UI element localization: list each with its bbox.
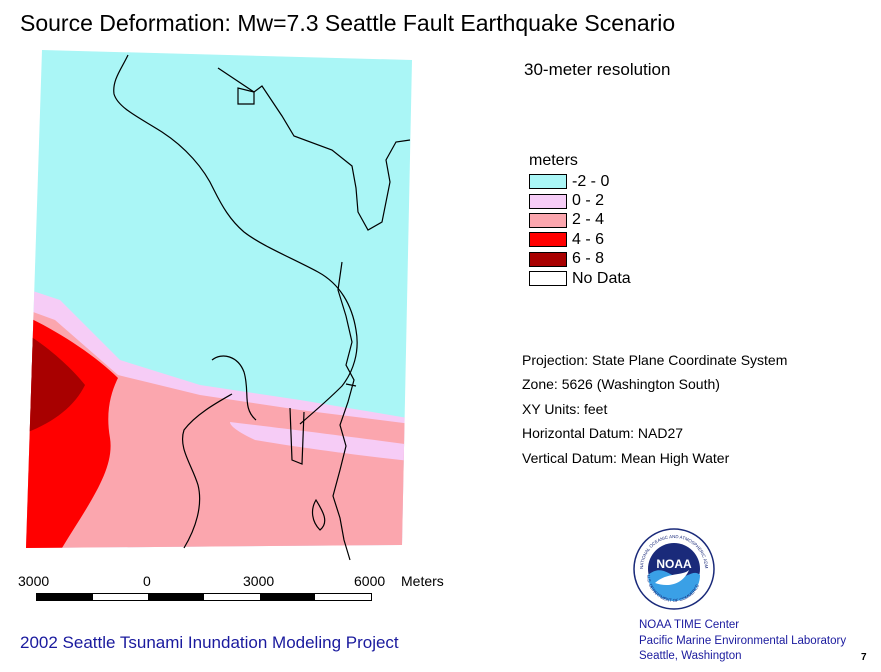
horizontal-datum-line: Horizontal Datum: NAD27 xyxy=(522,425,684,442)
legend-label: 6 - 8 xyxy=(572,250,605,268)
vertical-datum-line: Vertical Datum: Mean High Water xyxy=(522,449,730,466)
page-number: 7 xyxy=(861,652,867,663)
shoreline xyxy=(113,54,411,561)
credit-line-2: Pacific Marine Environmental Laboratory xyxy=(639,634,847,647)
credit-line-1: NOAA TIME Center xyxy=(639,619,740,631)
units-line: XY Units: feet xyxy=(522,400,608,417)
scale-tick-label: 3000 xyxy=(243,573,275,589)
scale-unit: Meters xyxy=(401,573,444,589)
resolution-label: 30-meter resolution xyxy=(524,60,671,79)
legend-label: 2 - 4 xyxy=(572,211,605,229)
project-footer: 2002 Seattle Tsunami Inundation Modeling… xyxy=(20,633,399,652)
legend-label: 0 - 2 xyxy=(572,192,605,210)
legend-swatch xyxy=(529,193,567,209)
scale-bar xyxy=(36,593,372,601)
zone-6-8 xyxy=(26,320,85,440)
legend-swatch xyxy=(529,271,567,287)
projection-line: Projection: State Plane Coordinate Syste… xyxy=(522,352,788,368)
credit-block: NOAA TIME Center Pacific Marine Environm… xyxy=(639,618,846,665)
projection-info: Projection: State Plane Coordinate Syste… xyxy=(522,348,787,470)
legend-label: -2 - 0 xyxy=(572,172,610,190)
legend-label: 4 - 6 xyxy=(572,230,605,248)
legend-swatch xyxy=(529,251,567,267)
legend-item: 0 - 2 xyxy=(529,191,631,210)
legend-swatch xyxy=(529,174,567,190)
scale-tick-label: 6000 xyxy=(354,573,386,589)
zone-0-2-band xyxy=(230,422,412,462)
scale-tick-label: 3000 xyxy=(18,573,50,589)
map-title: Source Deformation: Mw=7.3 Seattle Fault… xyxy=(20,10,676,36)
legend-item: -2 - 0 xyxy=(529,172,631,191)
logo-text: NOAA xyxy=(656,557,692,571)
legend-title: meters xyxy=(529,152,578,169)
legend-label: No Data xyxy=(572,269,631,287)
legend-item: 4 - 6 xyxy=(529,230,631,249)
credit-line-3: Seattle, Washington xyxy=(639,650,742,662)
legend-swatch xyxy=(529,212,567,228)
noaa-logo: NOAA NATIONAL OCEANIC AND ATMOSPHERIC AD… xyxy=(633,528,715,610)
legend-item: 2 - 4 xyxy=(529,211,631,230)
zone-line: Zone: 5626 (Washington South) xyxy=(522,376,720,393)
legend-swatch xyxy=(529,232,567,248)
legend-item: 6 - 8 xyxy=(529,250,631,269)
legend-item: No Data xyxy=(529,269,631,288)
scale-tick-label: 0 xyxy=(143,573,151,589)
